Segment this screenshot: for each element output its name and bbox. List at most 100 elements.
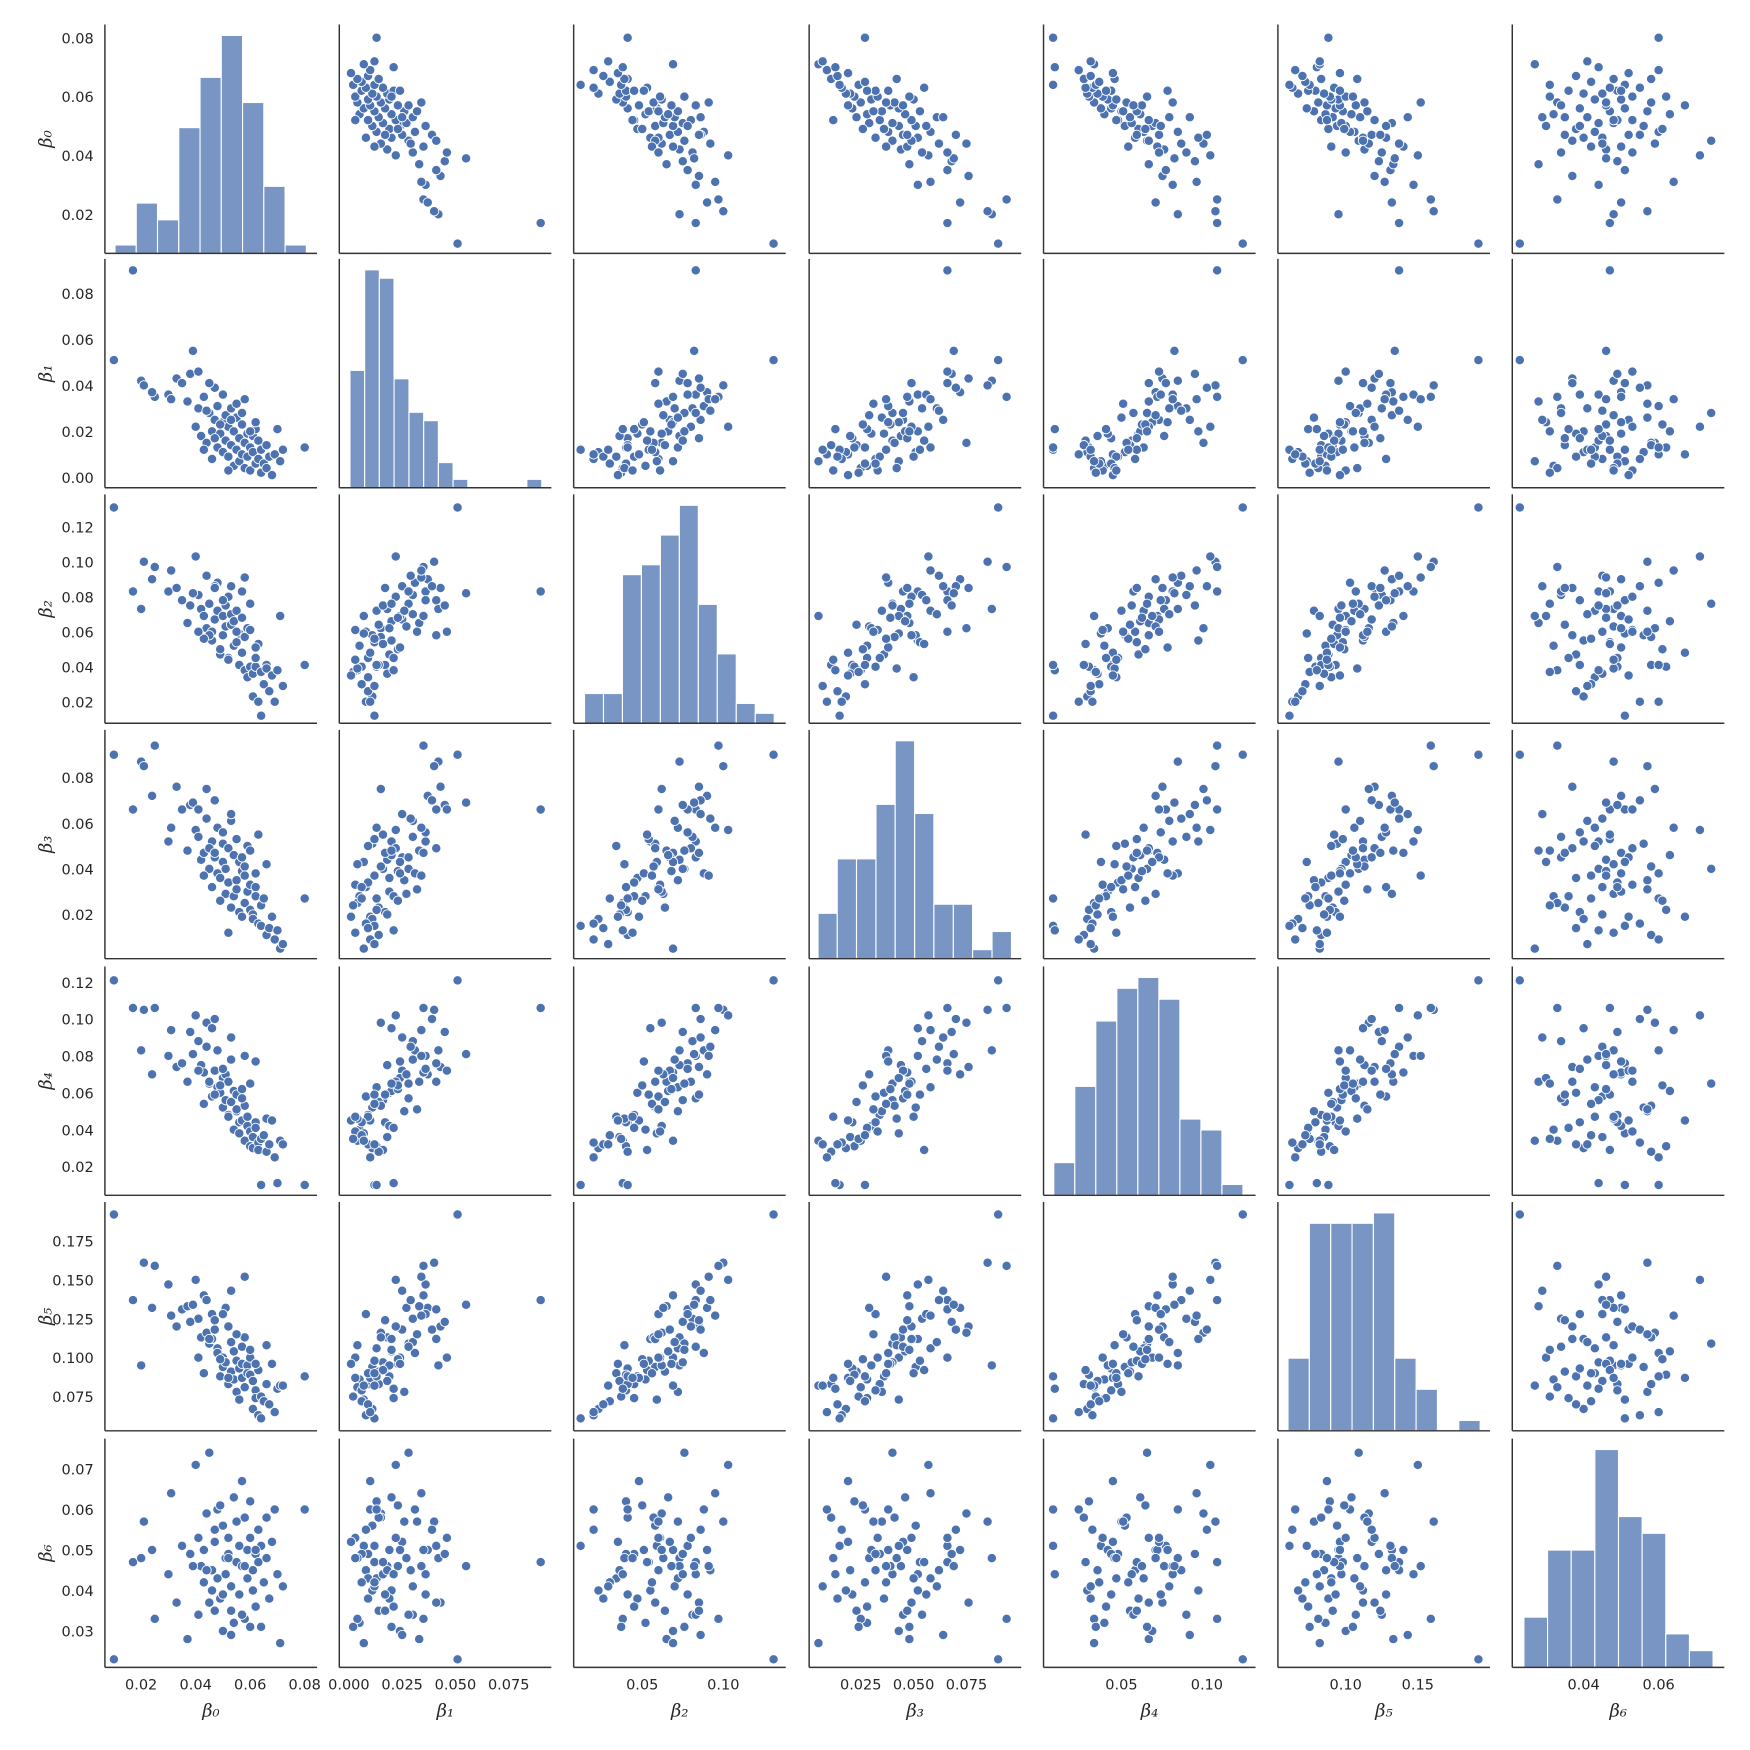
scatter-point: [1552, 1260, 1563, 1271]
y-tick-label: 0.02: [61, 695, 93, 711]
scatter-point: [403, 1341, 414, 1352]
scatter-point: [166, 394, 177, 405]
scatter-point: [1593, 117, 1604, 129]
scatter-point: [1212, 740, 1223, 751]
x-tick-label: 0.06: [1643, 1678, 1675, 1694]
scatter-point: [821, 1504, 833, 1515]
scatter-point: [1326, 870, 1337, 881]
scatter-point: [718, 761, 729, 772]
hist-bar: [1116, 987, 1139, 1196]
scatter-point: [108, 975, 120, 986]
scatter-point: [377, 82, 389, 93]
scatter-point: [397, 1629, 408, 1641]
scatter-point: [919, 1364, 930, 1376]
scatter-point: [713, 1260, 724, 1271]
scatter-point: [236, 1609, 248, 1620]
scatter-point: [369, 1098, 380, 1110]
panel: [1511, 729, 1725, 960]
scatter-point: [603, 1380, 614, 1391]
scatter-point: [1544, 845, 1555, 856]
scatter-point: [933, 1041, 945, 1052]
hist-bar: [754, 712, 775, 724]
scatter-point: [1303, 423, 1314, 435]
scatter-point: [891, 73, 902, 85]
scatter-point: [1155, 1589, 1166, 1600]
scatter-point: [1301, 856, 1312, 868]
scatter-point: [388, 1383, 399, 1394]
scatter-point: [1653, 1371, 1664, 1382]
scatter-point: [1350, 1093, 1361, 1104]
hist-bar: [735, 702, 756, 724]
scatter-point: [394, 1056, 406, 1067]
scatter-point: [255, 710, 267, 721]
scatter-point: [149, 740, 160, 751]
scatter-point: [215, 644, 226, 655]
scatter-point: [399, 1516, 410, 1527]
scatter-point: [982, 1004, 993, 1015]
scatter-point: [1155, 827, 1166, 838]
scatter-point: [1049, 1383, 1060, 1394]
scatter-point: [146, 1069, 158, 1080]
scatter-point: [209, 1315, 220, 1326]
scatter-point: [845, 430, 856, 442]
scatter-point: [1646, 929, 1657, 941]
scatter-point: [1092, 1565, 1103, 1576]
scatter-point: [149, 1260, 160, 1271]
scatter-point: [245, 1078, 256, 1089]
scatter-point: [350, 1111, 361, 1122]
scatter-point: [701, 1069, 713, 1080]
scatter-point: [358, 610, 369, 622]
scatter-point: [258, 1130, 269, 1141]
scatter-point: [369, 141, 380, 152]
scatter-point: [1537, 1032, 1548, 1043]
scatter-point: [906, 1333, 917, 1345]
scatter-point: [654, 1126, 666, 1137]
panel: [1277, 494, 1490, 724]
scatter-point: [1619, 377, 1631, 389]
scatter-point: [1129, 453, 1141, 465]
scatter-point: [1047, 1413, 1059, 1424]
scatter-point: [371, 1343, 382, 1354]
scatter-point: [269, 449, 280, 460]
scatter-point: [163, 836, 174, 847]
y-axis-label: β₄: [35, 1072, 56, 1090]
scatter-point: [375, 783, 386, 795]
scatter-point: [1153, 147, 1165, 158]
scatter-point: [1092, 430, 1103, 442]
scatter-point: [1373, 156, 1385, 167]
scatter-point: [853, 1621, 864, 1633]
scatter-point: [236, 1093, 248, 1104]
scatter-point: [1657, 644, 1668, 655]
scatter-point: [431, 1333, 442, 1345]
scatter-point: [828, 1552, 839, 1564]
scatter-point: [1706, 135, 1717, 146]
x-tick-label: 0.075: [488, 1678, 530, 1694]
scatter-point: [688, 797, 700, 808]
scatter-point: [426, 795, 438, 806]
scatter-point: [677, 799, 688, 811]
scatter-point: [1366, 382, 1377, 393]
scatter-point: [912, 1023, 923, 1034]
scatter-point: [1627, 366, 1638, 377]
scatter-point: [672, 875, 684, 886]
scatter-point: [255, 1413, 267, 1424]
scatter-point: [1627, 91, 1638, 102]
scatter-point: [1567, 781, 1578, 792]
scatter-point: [1615, 623, 1627, 634]
scatter-point: [182, 1076, 193, 1087]
scatter-point: [878, 123, 890, 135]
scatter-point: [891, 1552, 902, 1564]
scatter-point: [1155, 120, 1166, 132]
scatter-point: [1473, 238, 1484, 249]
scatter-point: [653, 366, 664, 377]
scatter-point: [868, 1104, 879, 1115]
scatter-point: [1578, 132, 1589, 143]
scatter-point: [193, 366, 204, 377]
scatter-point: [1334, 469, 1346, 481]
scatter-point: [1615, 642, 1627, 653]
scatter-point: [710, 176, 721, 188]
scatter-point: [1619, 1304, 1631, 1315]
scatter-point: [1380, 120, 1392, 132]
scatter-point: [1164, 1581, 1175, 1592]
scatter-point: [1544, 900, 1555, 911]
